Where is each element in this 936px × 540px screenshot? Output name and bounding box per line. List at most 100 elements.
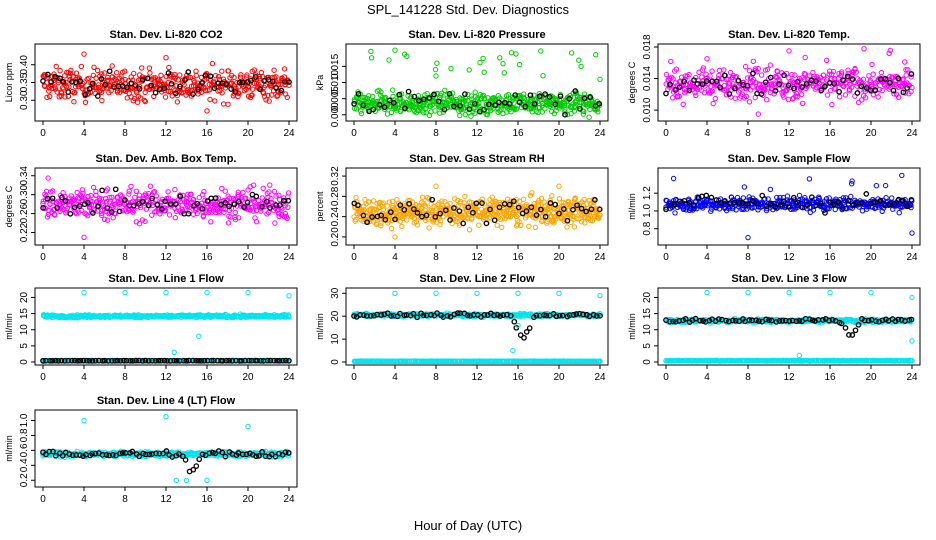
minute-point [472, 110, 478, 117]
minute-point [466, 227, 473, 233]
minute-point [820, 72, 827, 78]
minute-point [476, 222, 482, 228]
hourly-point [900, 89, 907, 96]
minute-point [368, 48, 374, 55]
minute-point [386, 57, 392, 63]
minute-point [826, 71, 832, 77]
y-tick-label: 15 [642, 308, 653, 320]
hourly-point [686, 87, 693, 94]
hourly-point [121, 197, 128, 203]
minute-point [196, 194, 203, 201]
minute-point [94, 67, 101, 74]
minute-point [716, 72, 722, 79]
hourly-point [396, 91, 403, 98]
panel-title: Stan. Dev. Amb. Box Temp. [96, 153, 237, 165]
x-tick-label: 20 [242, 128, 254, 139]
minute-point [707, 73, 713, 79]
minute-point [88, 192, 94, 199]
minute-point [215, 195, 221, 201]
hourly-point [211, 85, 218, 92]
minute-point [286, 82, 292, 88]
hourly-point [804, 202, 811, 208]
minute-point [501, 70, 507, 76]
minute-point [564, 215, 570, 221]
minute-point [198, 89, 205, 96]
minute-point [691, 205, 697, 211]
panel-title: Stan. Dev. Li-820 CO2 [110, 29, 223, 41]
minute-point [186, 74, 192, 81]
hourly-point [139, 76, 146, 83]
minute-point [438, 217, 444, 224]
minute-point [781, 94, 787, 100]
minute-point [702, 202, 708, 209]
minute-point [848, 193, 854, 200]
outlier-point [704, 56, 710, 62]
minute-point [442, 87, 448, 94]
minute-point [71, 99, 77, 105]
hourly-point [351, 100, 357, 107]
minute-point [709, 88, 715, 94]
minute-point [386, 199, 392, 205]
hourly-point [526, 325, 533, 331]
y-axis-label: degrees C [627, 61, 637, 103]
hourly-point [102, 81, 109, 88]
hourly-point [185, 210, 192, 217]
x-tick-label: 0 [351, 128, 357, 139]
hourly-point [223, 81, 229, 87]
minute-point [840, 83, 847, 90]
minute-point [520, 94, 526, 100]
minute-point [193, 72, 200, 79]
hourly-point [552, 201, 559, 208]
x-tick-label: 16 [824, 252, 836, 263]
minute-point [62, 94, 68, 100]
minute-point [219, 90, 225, 96]
y-tick-label: 0 [642, 359, 653, 365]
hourly-point [386, 97, 393, 104]
hourly-point [523, 208, 530, 214]
minute-point [743, 93, 750, 100]
hourly-point [382, 216, 389, 223]
x-tick-label: 20 [553, 372, 565, 383]
hourly-point [794, 78, 801, 85]
hourly-point [401, 105, 408, 112]
y-tick-label: 0.014 [642, 66, 653, 91]
minute-point [134, 99, 141, 105]
minute-point [794, 93, 800, 100]
minute-point [50, 198, 56, 205]
hourly-point [473, 200, 480, 207]
minute-point [437, 110, 443, 116]
hourly-point [768, 200, 774, 207]
hourly-point [263, 198, 270, 205]
hourly-point [426, 95, 433, 101]
minute-point [732, 95, 738, 101]
minute-point [172, 186, 178, 193]
minute-point [764, 97, 770, 103]
hourly-point [414, 210, 421, 216]
hourly-point [401, 206, 408, 213]
hourly-point [190, 91, 196, 97]
minute-point [267, 182, 273, 188]
y-tick-label: 0 [19, 359, 30, 365]
minute-point [358, 110, 365, 117]
minute-point [68, 67, 74, 74]
minute-point [126, 188, 132, 194]
minute-point [67, 73, 73, 80]
minute-point [147, 183, 154, 189]
minute-point [568, 50, 575, 56]
minute-point [824, 57, 830, 63]
outlier-point [433, 290, 439, 296]
hourly-point [522, 103, 529, 110]
x-tick-label: 12 [471, 128, 483, 139]
minute-point [746, 99, 753, 105]
minute-point [845, 67, 851, 73]
y-tick-label: 0.24 [330, 206, 341, 226]
minute-point [873, 183, 880, 189]
minute-point [221, 209, 227, 215]
minute-point [457, 112, 463, 119]
minute-point [747, 79, 754, 86]
minute-point [418, 205, 424, 212]
minute-point [63, 208, 70, 214]
x-tick-label: 16 [201, 128, 213, 139]
minute-point [378, 223, 384, 229]
